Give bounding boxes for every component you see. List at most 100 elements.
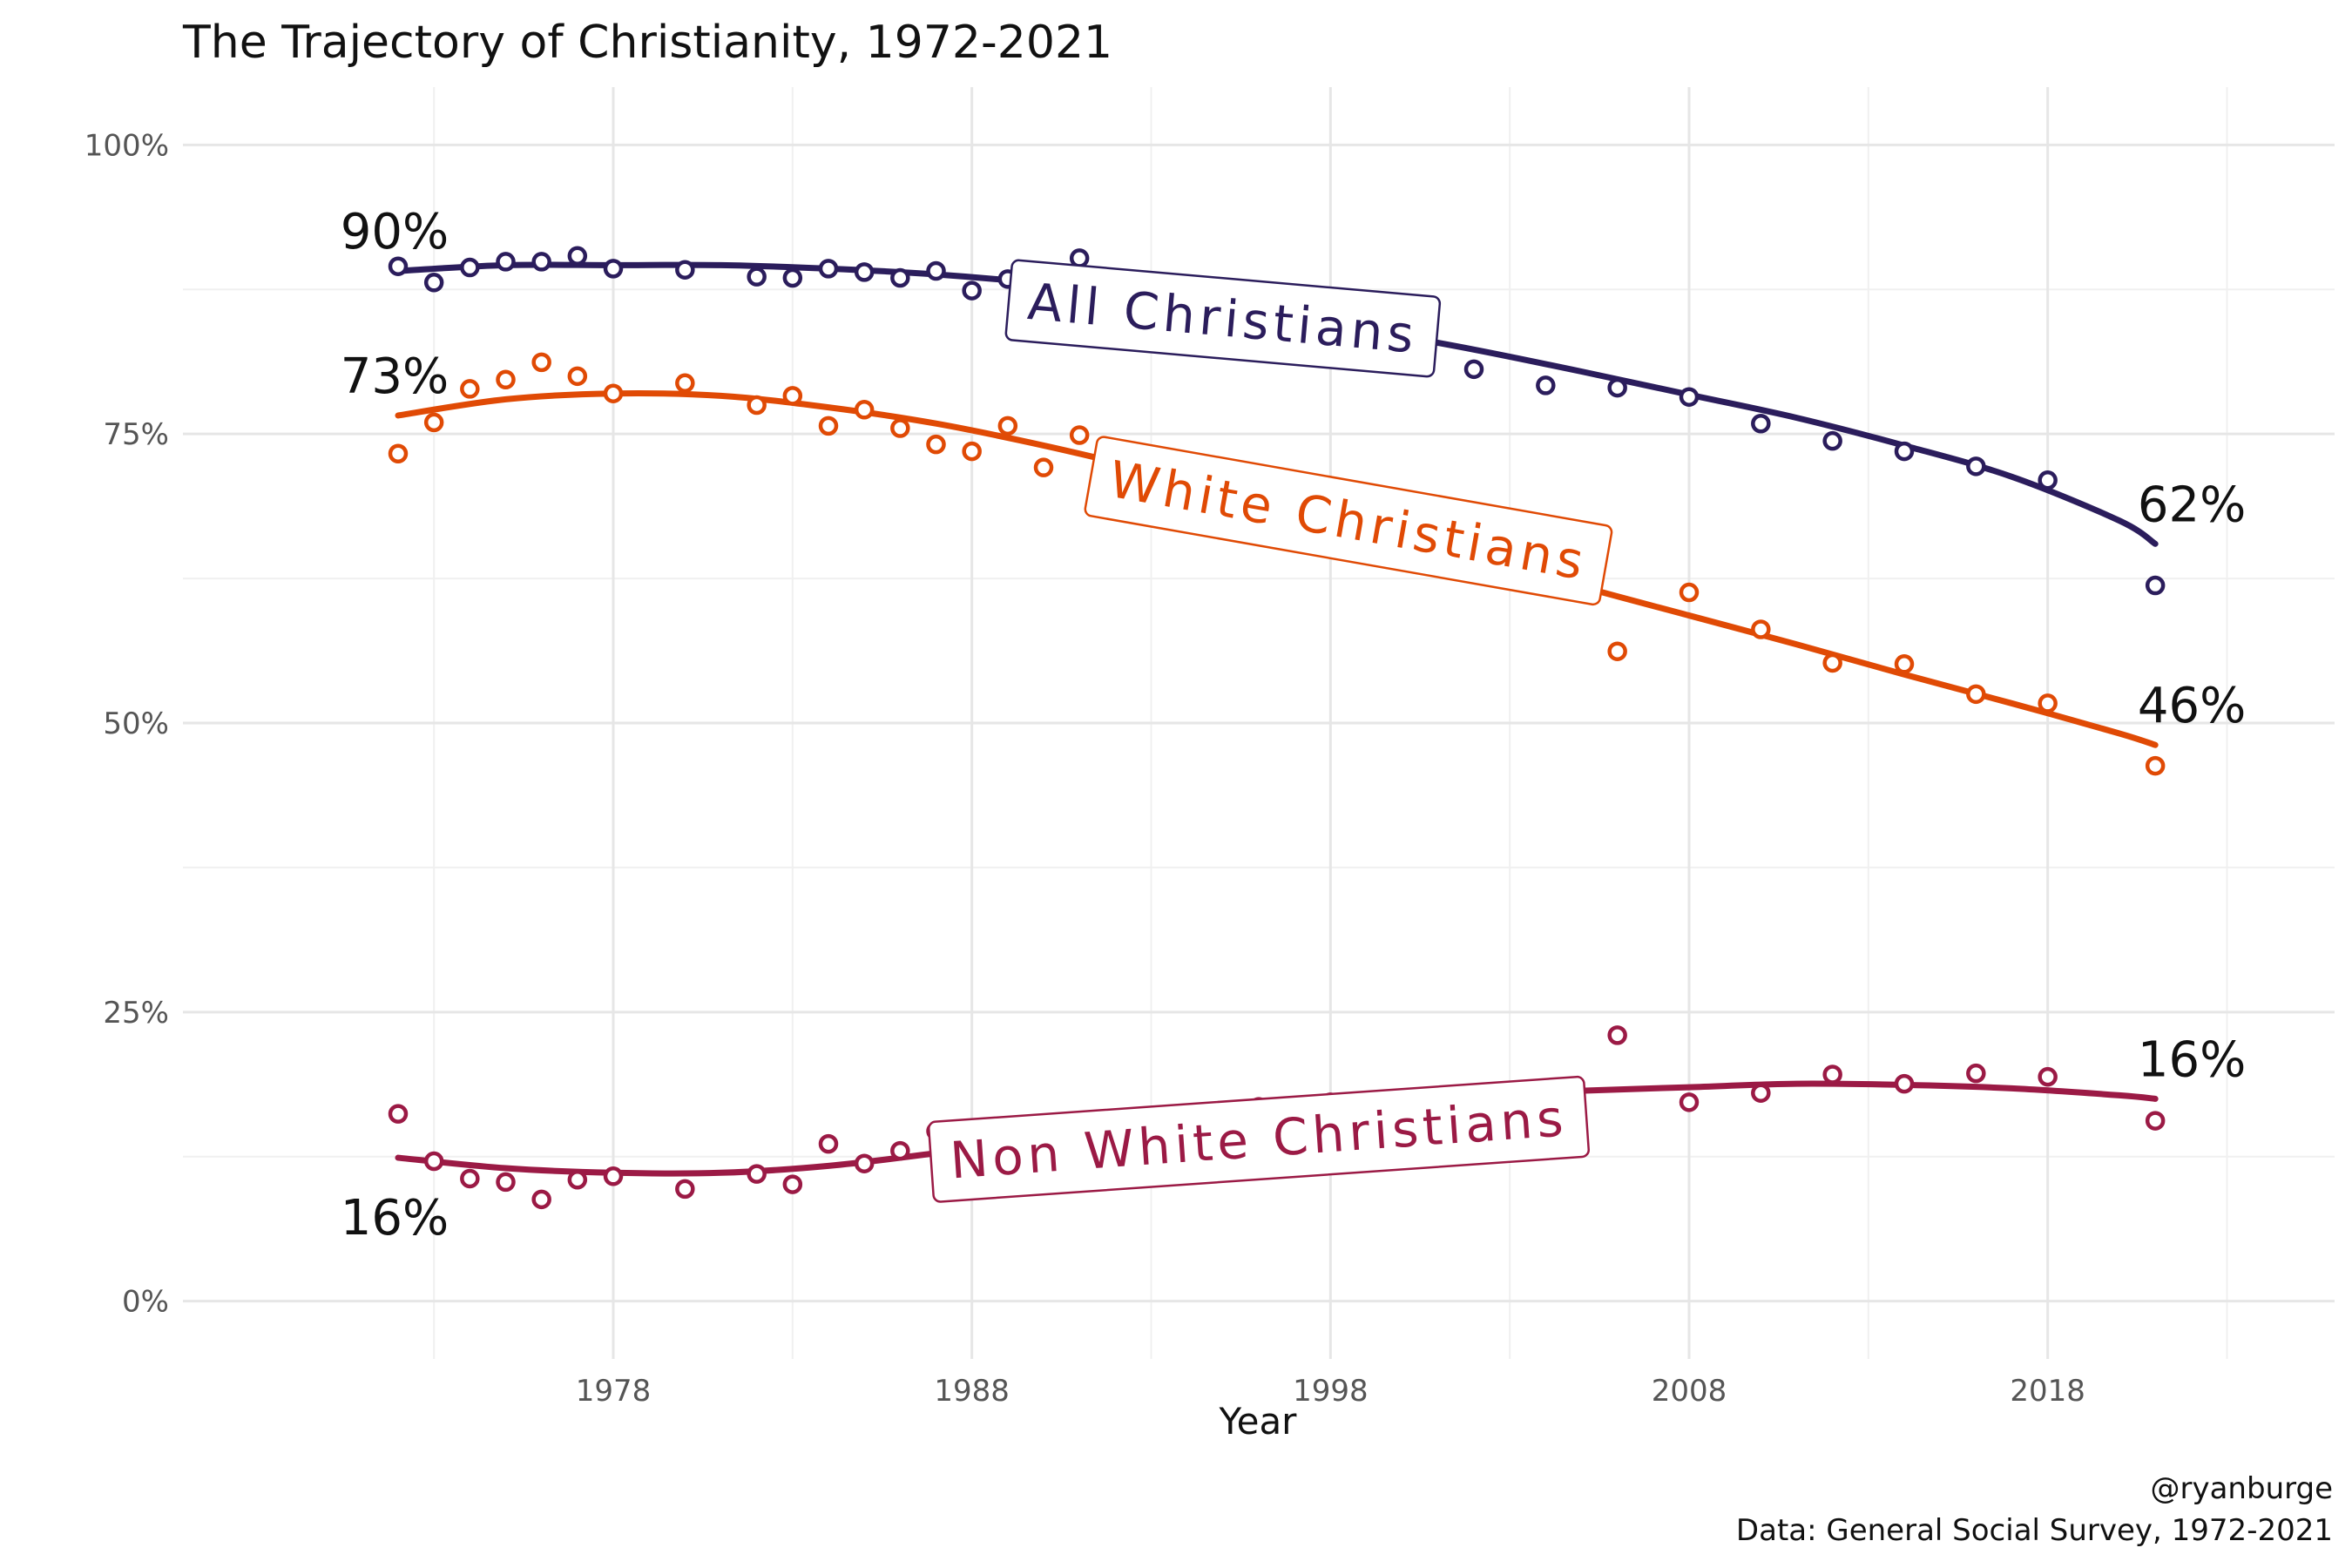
end-value-label: 16% [2138, 1031, 2246, 1088]
data-point [1966, 1063, 1986, 1084]
data-point [1607, 1025, 1627, 1045]
series-label-non-white-christians: Non White Christians [928, 1075, 1590, 1203]
data-point [1536, 375, 1556, 395]
end-value-label: 46% [2138, 678, 2246, 734]
data-point [962, 280, 982, 301]
data-point [1966, 684, 1986, 705]
data-point [818, 1133, 839, 1154]
x-tick-label: 1988 [934, 1374, 1010, 1409]
start-value-label: 73% [341, 348, 449, 405]
data-point [675, 260, 695, 280]
start-value-label: 16% [341, 1190, 449, 1247]
x-tick-label: 1978 [576, 1374, 652, 1409]
data-point [1822, 430, 1842, 451]
data-point [854, 400, 875, 420]
label-layer: 90% 62% All Christians 73% 46% White Christia… [341, 204, 2247, 1247]
data-point [747, 267, 767, 287]
x-axis-title: Year [1219, 1400, 1298, 1443]
series-label-text: White Christians [1105, 449, 1592, 591]
data-point [423, 1151, 444, 1172]
x-axis: 1978 1988 1998 2008 2018 [576, 1374, 2085, 1409]
data-point [496, 252, 516, 272]
y-axis: 0% 25% 50% 75% 100% [84, 128, 169, 1319]
data-point [2145, 1111, 2166, 1131]
series-label-all-christians: All Christians [1004, 259, 1442, 378]
caption-source: Data: General Social Survey, 1972-2021 [1736, 1513, 2333, 1548]
start-value-label: 90% [341, 204, 449, 260]
y-tick-label: 75% [103, 417, 169, 452]
series-label-box [1004, 259, 1442, 378]
data-point [818, 416, 839, 436]
data-point [782, 386, 803, 406]
data-point [2038, 1066, 2058, 1087]
data-point [747, 395, 767, 416]
data-point [1822, 652, 1842, 673]
y-tick-label: 50% [103, 706, 169, 741]
data-point [1679, 1092, 1700, 1112]
data-point [1822, 1064, 1842, 1085]
data-point [854, 1153, 875, 1173]
data-point [1894, 1073, 1915, 1094]
data-point [1607, 377, 1627, 398]
data-point [1033, 457, 1054, 477]
data-point [782, 1174, 803, 1194]
data-point [854, 262, 875, 282]
data-point [603, 383, 624, 403]
series-label-box [928, 1075, 1590, 1203]
data-point [675, 373, 695, 394]
data-point [890, 267, 910, 288]
series-label-white-christians: White Christians [1084, 436, 1613, 606]
data-point [818, 259, 839, 279]
data-point [1751, 413, 1771, 434]
data-point [1751, 1083, 1771, 1103]
data-point [567, 366, 588, 387]
data-point [603, 259, 624, 279]
data-point [423, 273, 444, 293]
data-point [747, 1164, 767, 1184]
y-tick-label: 100% [84, 128, 169, 163]
data-point [531, 1189, 551, 1210]
data-point [926, 434, 946, 455]
data-point [460, 1168, 480, 1189]
data-point [890, 418, 910, 438]
data-point [1751, 619, 1771, 639]
data-point [926, 260, 946, 281]
data-point [531, 352, 551, 373]
data-point [460, 257, 480, 278]
data-point [997, 416, 1018, 436]
series-label-box [1084, 436, 1613, 606]
data-point [1679, 582, 1700, 603]
data-point [782, 267, 803, 288]
data-point [496, 369, 516, 390]
data-point [531, 252, 551, 272]
data-point [567, 1170, 588, 1190]
data-point [460, 379, 480, 399]
data-point [496, 1172, 516, 1193]
end-value-label: 62% [2138, 476, 2246, 533]
data-point [2145, 575, 2166, 596]
y-tick-label: 25% [103, 996, 169, 1031]
series-white-christians [388, 352, 2166, 776]
data-point [1607, 641, 1627, 661]
chart-title: The Trajectory of Christianity, 1972-202… [182, 17, 1112, 69]
data-point [890, 1140, 910, 1161]
data-point [1069, 425, 1090, 445]
y-tick-label: 0% [122, 1285, 169, 1320]
x-tick-label: 2008 [1652, 1374, 1727, 1409]
data-point [962, 441, 982, 462]
data-point [603, 1166, 624, 1186]
caption-credit: @ryanburge [2151, 1471, 2334, 1506]
data-point [388, 443, 409, 463]
series-layer [388, 246, 2166, 1210]
data-point [567, 246, 588, 267]
data-point [388, 1104, 409, 1124]
data-point [423, 412, 444, 433]
data-point [1894, 441, 1915, 462]
data-point [1463, 359, 1484, 380]
data-point [1894, 654, 1915, 674]
data-point [2038, 693, 2058, 713]
x-tick-label: 1998 [1293, 1374, 1369, 1409]
data-point [388, 256, 409, 276]
data-point [2038, 470, 2058, 490]
